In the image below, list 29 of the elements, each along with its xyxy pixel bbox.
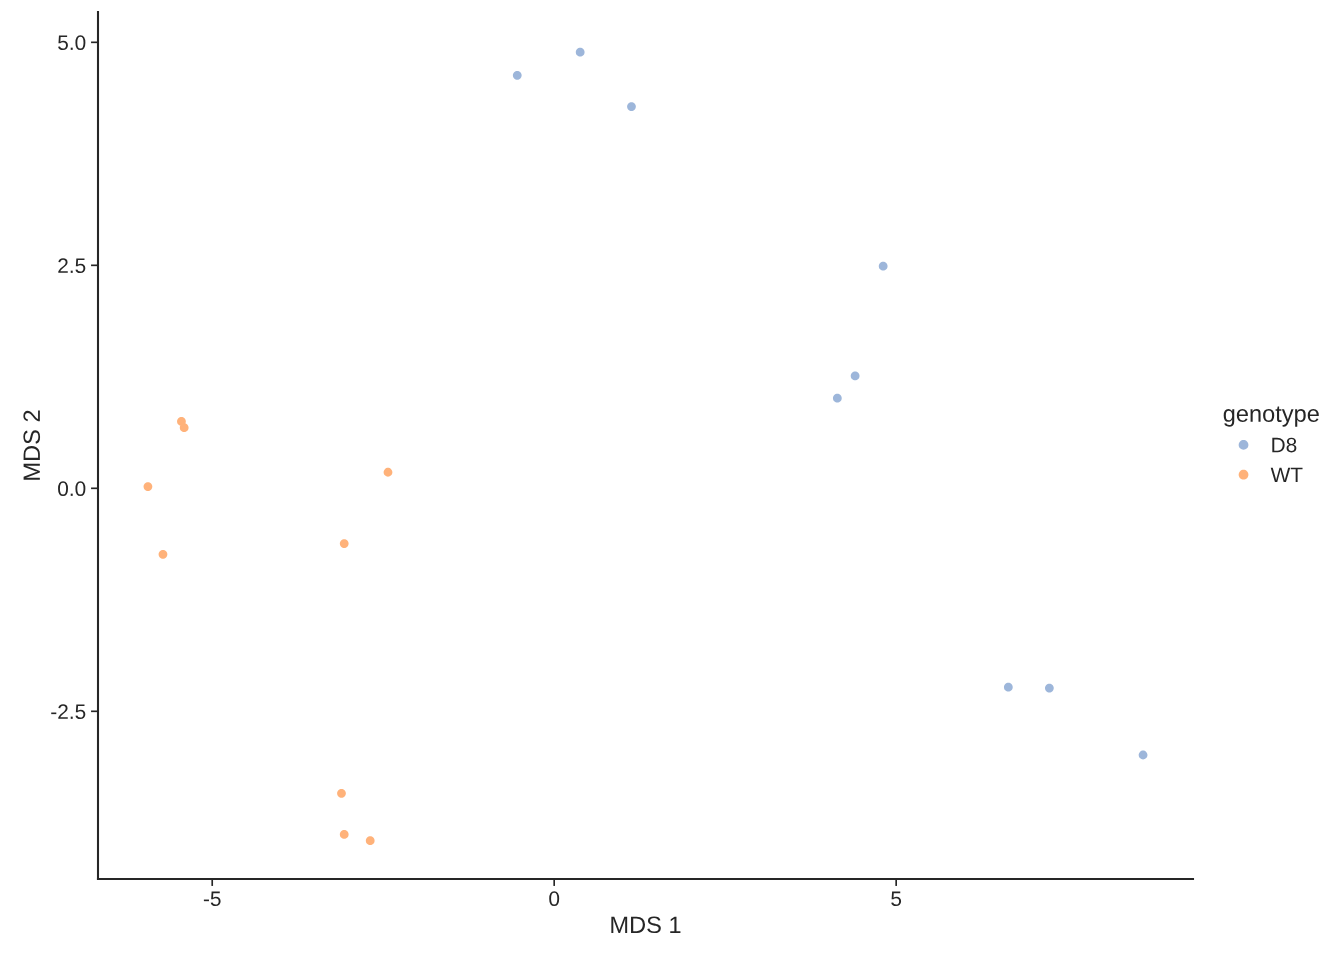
x-tick-label: 0: [549, 891, 560, 907]
x-tick-label: -5: [203, 891, 221, 907]
point: [339, 539, 349, 549]
point: [627, 102, 636, 111]
legend-title: genotype: [1223, 406, 1319, 427]
y-tick-label: -2.5: [51, 704, 86, 720]
point: [1003, 682, 1013, 692]
point: [179, 423, 189, 433]
point: [337, 788, 346, 798]
point: [1044, 683, 1054, 693]
point: [383, 467, 393, 477]
point: [158, 549, 168, 559]
y-tick-label: 2.5: [58, 258, 86, 274]
y-axis-title: MDS 2: [23, 410, 41, 480]
point: [832, 393, 842, 403]
point: [339, 830, 349, 839]
point: [365, 836, 375, 846]
legend-label: WT: [1270, 467, 1303, 483]
x-tick-label: 5: [891, 891, 902, 907]
point: [575, 47, 585, 57]
y-tick-label: 0.0: [58, 481, 86, 497]
point: [1138, 750, 1148, 760]
legend-label: D8: [1272, 437, 1297, 453]
point: [143, 482, 153, 491]
point: [850, 371, 860, 381]
x-axis-title: MDS 1: [611, 916, 681, 934]
point: [878, 261, 888, 271]
y-tick-label: 5.0: [58, 35, 86, 51]
point: [512, 70, 522, 80]
